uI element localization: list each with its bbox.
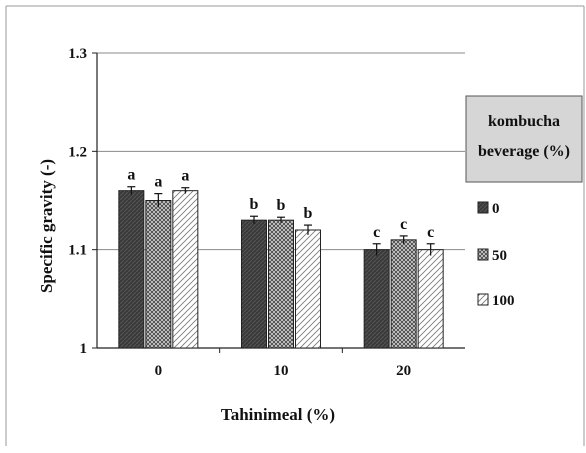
legend-swatch-100 [477, 293, 489, 306]
x-tick-label: 20 [396, 363, 411, 379]
bar-0-0 [118, 190, 145, 349]
x-tick-label: 10 [274, 363, 289, 379]
significance-label: c [427, 224, 434, 241]
bar-0-20 [363, 249, 390, 349]
legend-swatch-0 [477, 201, 489, 214]
significance-label: a [127, 167, 135, 184]
legend: kombucha beverage (%) 0 50 100 [465, 95, 583, 309]
legend-title-line1: kombucha [488, 113, 560, 130]
legend-label-0: 0 [492, 201, 500, 217]
significance-labels: a a a b b b c c c [127, 167, 434, 241]
bar-100-0 [172, 190, 199, 349]
bar-50-0 [145, 200, 172, 349]
significance-label: c [400, 216, 407, 233]
y-tick-label: 1.1 [68, 243, 87, 259]
bar-50-10 [268, 219, 294, 349]
x-tick-label: 0 [155, 363, 163, 379]
y-tick-label: 1.2 [68, 144, 87, 160]
legend-label-100: 100 [492, 293, 515, 309]
legend-label-50: 50 [492, 248, 507, 264]
significance-label: a [154, 174, 162, 191]
x-axis-label: Tahinimeal (%) [221, 405, 335, 424]
x-tick-labels: 0 10 20 [155, 363, 412, 379]
significance-label: b [250, 196, 259, 213]
y-tick-labels: 1 1.1 1.2 1.3 [68, 46, 87, 357]
legend-title-line2: beverage (%) [478, 143, 570, 160]
bar-0-10 [241, 219, 267, 349]
legend-swatch-50 [477, 248, 489, 261]
error-bars [127, 186, 435, 256]
y-tick-label: 1.3 [68, 46, 87, 62]
significance-label: c [373, 224, 380, 241]
significance-label: b [277, 197, 286, 214]
legend-title-box [465, 95, 583, 183]
bar-100-20 [417, 249, 444, 349]
y-tick-label: 1 [80, 341, 88, 357]
significance-label: b [304, 205, 313, 222]
bar-50-20 [390, 239, 417, 349]
bars [118, 190, 444, 349]
y-axis-label: Specific gravity (-) [37, 159, 56, 293]
bar-100-10 [295, 229, 321, 349]
significance-label: a [181, 168, 189, 185]
